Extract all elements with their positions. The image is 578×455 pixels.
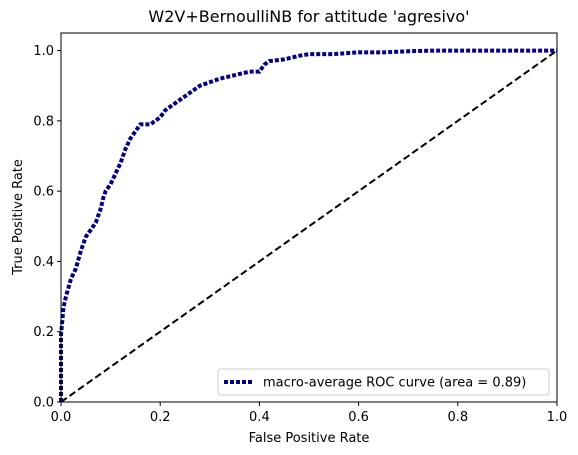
plot-frame	[60, 32, 558, 403]
plot-area	[59, 48, 558, 403]
y-axis-label: True Positive Rate	[11, 159, 26, 276]
legend: macro-average ROC curve (area = 0.89)	[217, 368, 550, 396]
x-tick-label: 0.6	[348, 410, 369, 425]
y-tick-label: 0.2	[33, 325, 54, 340]
x-axis-label: False Positive Rate	[249, 431, 370, 446]
y-tick-label: 0.0	[33, 396, 54, 411]
y-tick-label: 1.0	[33, 44, 54, 59]
legend-box	[217, 368, 550, 396]
x-tick-label: 0.2	[150, 410, 171, 425]
x-tick-label: 1.0	[547, 410, 568, 425]
chance-diagonal-line	[60, 49, 558, 403]
axis-ticks: 0.0 0.2 0.4 0.6 0.8 1.0 0.0 0.2 0.4 0.6 0.8 1.0	[33, 44, 567, 425]
legend-series-label: macro-average ROC curve (area = 0.89)	[263, 376, 526, 391]
chart-title: W2V+BernoulliNB for attitude 'agresivo'	[148, 7, 469, 26]
y-tick-label: 0.6	[33, 185, 54, 200]
y-tick-label: 0.4	[33, 255, 54, 270]
roc-curve-line	[59, 48, 557, 402]
x-tick-label: 0.0	[51, 410, 72, 425]
x-tick-label: 0.8	[447, 410, 468, 425]
x-tick-label: 0.4	[249, 410, 270, 425]
y-tick-label: 0.8	[33, 114, 54, 129]
